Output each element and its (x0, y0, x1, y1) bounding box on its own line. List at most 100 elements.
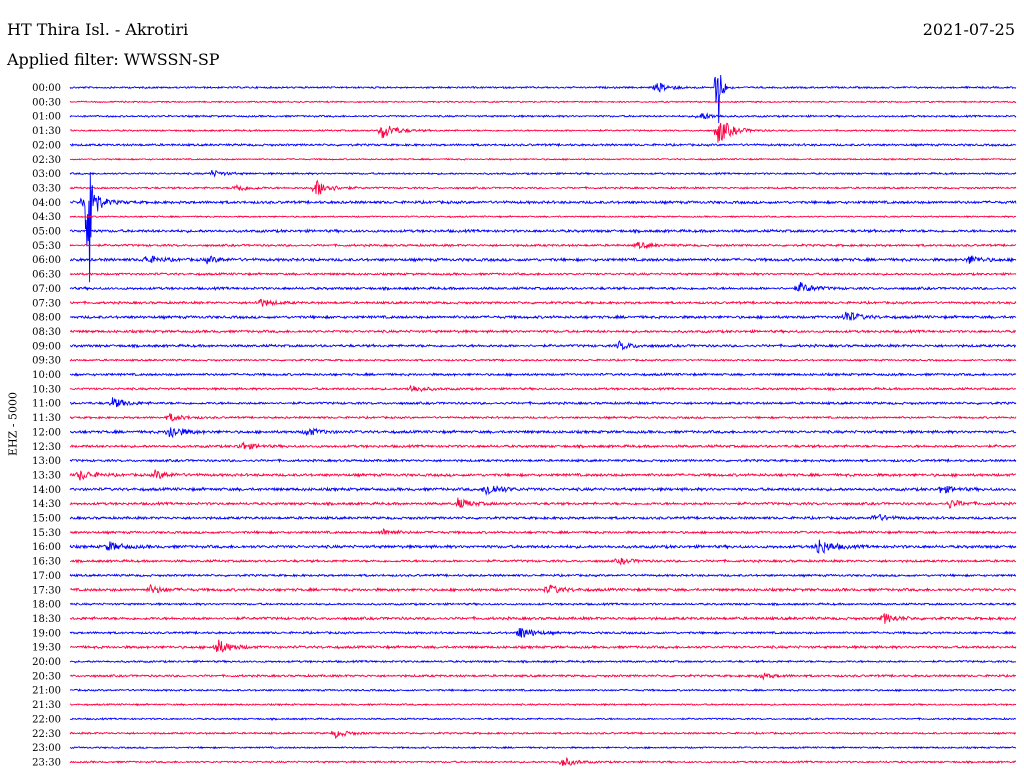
tick-label-45: 22:30 (32, 729, 61, 740)
trace-42 (69, 688, 1016, 693)
trace-11 (69, 241, 1017, 250)
trace-39 (69, 639, 1017, 653)
tick-label-10: 05:00 (32, 227, 61, 238)
trace-37 (69, 613, 1017, 624)
trace-4 (69, 142, 1017, 148)
trace-9 (69, 214, 1017, 219)
trace-44 (69, 716, 1016, 721)
trace-26 (69, 457, 1017, 464)
tick-label-21: 10:30 (32, 384, 61, 395)
trace-5 (69, 157, 1017, 161)
tick-label-9: 04:30 (32, 212, 61, 223)
tick-label-8: 04:00 (32, 198, 61, 209)
tick-label-47: 23:30 (32, 757, 61, 768)
trace-18 (69, 340, 1017, 351)
filter-label: Applied filter: WWSSN-SP (7, 50, 220, 69)
tick-label-29: 14:30 (32, 499, 61, 510)
trace-23 (69, 413, 1017, 422)
trace-0 (69, 74, 1017, 124)
tick-label-26: 13:00 (32, 456, 61, 467)
trace-15 (69, 298, 1017, 307)
tick-label-0: 00:00 (32, 83, 61, 94)
trace-34 (69, 572, 1017, 578)
trace-30 (69, 513, 1017, 522)
tick-label-39: 19:30 (32, 643, 61, 654)
tick-label-14: 07:00 (32, 284, 61, 295)
trace-14 (69, 282, 1017, 292)
tick-label-2: 01:00 (32, 112, 61, 123)
tick-label-1: 00:30 (32, 97, 61, 108)
trace-12 (70, 255, 1017, 265)
tick-label-20: 10:00 (32, 370, 61, 381)
trace-47 (69, 757, 1017, 767)
trace-7 (69, 179, 1017, 195)
trace-31 (69, 528, 1017, 536)
tick-label-41: 20:30 (32, 671, 61, 682)
tick-label-43: 21:30 (32, 700, 61, 711)
tick-label-37: 18:30 (32, 614, 61, 625)
trace-1 (69, 100, 1017, 104)
tick-label-4: 02:00 (32, 140, 61, 151)
tick-label-34: 17:00 (32, 571, 61, 582)
tick-label-33: 16:30 (32, 557, 61, 568)
tick-label-42: 21:00 (32, 686, 61, 697)
trace-29 (69, 497, 1017, 509)
trace-46 (69, 745, 1017, 750)
trace-24 (70, 427, 1017, 439)
tick-label-40: 20:00 (32, 657, 61, 668)
trace-22 (69, 397, 1017, 408)
trace-35 (69, 583, 1017, 594)
tick-label-38: 19:00 (32, 628, 61, 639)
trace-20 (69, 371, 1017, 378)
tick-label-35: 17:30 (32, 585, 61, 596)
tick-label-12: 06:00 (32, 255, 61, 266)
seismic-traces (69, 74, 1017, 767)
tick-label-16: 08:00 (32, 313, 61, 324)
trace-32 (69, 539, 1017, 555)
trace-38 (69, 628, 1017, 638)
tick-label-15: 07:30 (32, 298, 61, 309)
tick-label-22: 11:00 (32, 399, 61, 410)
trace-21 (69, 384, 1017, 393)
tick-label-24: 12:00 (32, 427, 61, 438)
trace-33 (69, 557, 1017, 566)
tick-label-19: 09:30 (32, 356, 61, 367)
tick-label-36: 18:00 (32, 600, 61, 611)
trace-41 (69, 672, 1017, 681)
tick-label-11: 05:30 (32, 241, 61, 252)
trace-17 (69, 328, 1017, 335)
tick-label-7: 03:30 (32, 183, 61, 194)
tick-label-18: 09:00 (32, 341, 61, 352)
tick-label-28: 14:00 (32, 485, 61, 496)
tick-label-31: 15:30 (32, 528, 61, 539)
trace-2 (69, 112, 1017, 120)
station-title: HT Thira Isl. - Akrotiri (7, 20, 189, 39)
trace-10 (69, 228, 1017, 234)
trace-28 (69, 485, 1016, 496)
trace-27 (69, 469, 1017, 481)
tick-label-5: 02:30 (32, 155, 61, 166)
trace-36 (69, 601, 1017, 607)
tick-label-23: 11:30 (32, 413, 61, 424)
tick-label-6: 03:00 (32, 169, 61, 180)
tick-label-25: 12:30 (32, 442, 61, 453)
tick-label-46: 23:00 (32, 743, 61, 754)
tick-label-27: 13:30 (32, 470, 61, 481)
tick-label-30: 15:00 (32, 514, 61, 525)
trace-8 (69, 172, 1017, 283)
trace-40 (69, 659, 1017, 664)
time-tick-labels: 00:00 00:30 01:00 01:30 02:00 02:30 03:00 03:30… (32, 83, 61, 768)
tick-label-44: 22:00 (32, 714, 61, 725)
trace-13 (69, 271, 1017, 277)
trace-6 (69, 169, 1017, 178)
trace-25 (69, 441, 1017, 450)
trace-19 (69, 358, 1017, 363)
trace-43 (69, 702, 1017, 707)
tick-label-17: 08:30 (32, 327, 61, 338)
trace-45 (69, 730, 1017, 739)
trace-16 (69, 311, 1017, 321)
tick-label-13: 06:30 (32, 270, 61, 281)
date-label: 2021-07-25 (922, 20, 1015, 39)
trace-3 (69, 122, 1017, 143)
